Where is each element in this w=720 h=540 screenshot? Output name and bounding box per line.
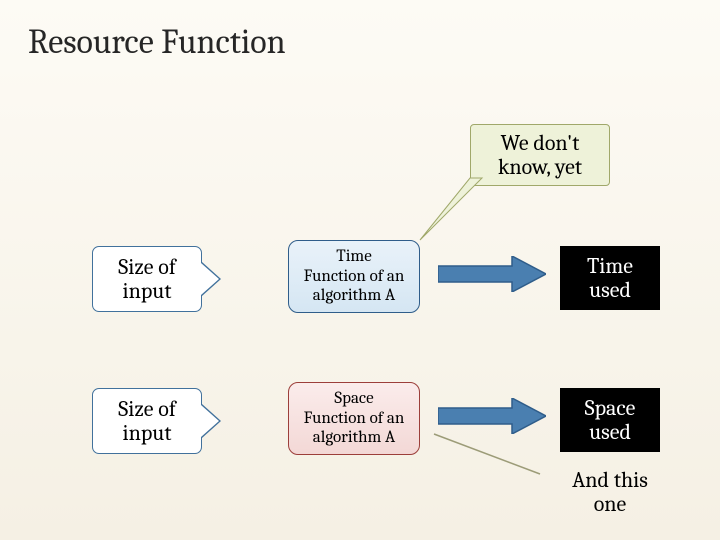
callout-top-tail: [410, 178, 490, 248]
input1-line2: input: [123, 278, 172, 304]
annot-bottom: And this one: [540, 468, 680, 516]
input-box-1: Size of input: [92, 246, 202, 312]
func-space-line3: algorithm A: [313, 428, 396, 447]
input-box-2: Size of input: [92, 388, 202, 454]
func-time-line2: Function of an: [304, 267, 405, 286]
out-space-line1: Space: [585, 395, 636, 421]
input2-line2: input: [123, 420, 172, 446]
callout-line2: know, yet: [498, 154, 582, 180]
out-time-line1: Time: [587, 253, 633, 279]
func-space-line2: Function of an: [304, 409, 405, 428]
arrow-row2: [438, 398, 546, 434]
func-box-space: Space Function of an algorithm A: [288, 382, 420, 455]
func-time-line1: Time: [336, 247, 372, 266]
func-space-line1: Space: [334, 389, 373, 408]
func-time-line3: algorithm A: [313, 286, 396, 305]
callout-top: We don't know, yet: [470, 124, 610, 186]
arrow-row1: [438, 256, 546, 292]
input1-line1: Size of: [118, 254, 175, 280]
input2-line1: Size of: [118, 396, 175, 422]
func-box-time: Time Function of an algorithm A: [288, 240, 420, 313]
callout-line1: We don't: [501, 130, 580, 156]
annot-line1: And this: [572, 467, 648, 493]
annot-line2: one: [594, 491, 627, 517]
out-box-time: Time used: [560, 246, 660, 310]
page-title: Resource Function: [28, 22, 286, 62]
out-box-space: Space used: [560, 388, 660, 452]
out-space-line2: used: [589, 419, 631, 445]
annot-bottom-tail: [430, 430, 550, 480]
out-time-line2: used: [589, 277, 631, 303]
